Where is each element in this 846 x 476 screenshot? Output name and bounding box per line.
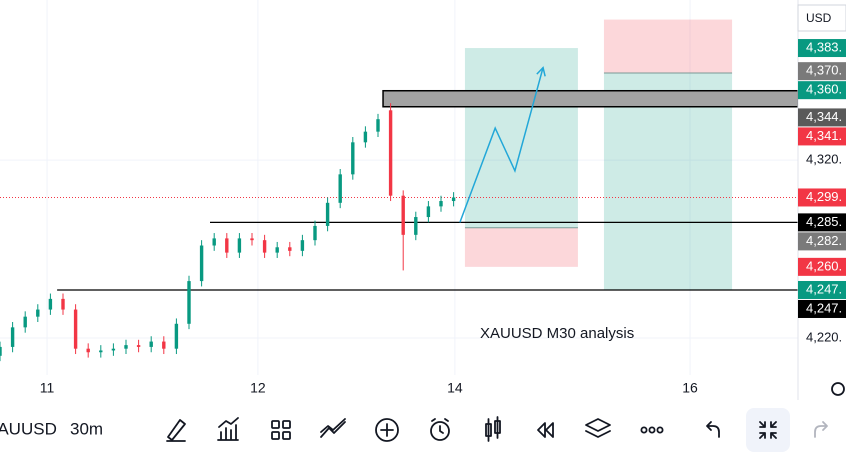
toolbar-bg	[0, 404, 846, 476]
collapse-icon[interactable]	[759, 421, 777, 439]
candle-body	[262, 240, 267, 253]
price-label-bg	[798, 127, 846, 146]
axis-labels: 4,320. 4,220. 11 12 14 16 4,383. 4,370. 4,360. 4,…	[40, 39, 846, 396]
price-label-bg	[798, 213, 846, 232]
candle-body	[250, 238, 254, 241]
candle-body	[61, 298, 65, 310]
price-label-bg	[798, 232, 846, 251]
candle-body	[162, 341, 166, 349]
y-tick-label: 4,220.	[806, 329, 842, 344]
arrow-head	[536, 66, 546, 77]
candle-body	[136, 345, 141, 347]
candle-body	[388, 110, 393, 196]
symbol[interactable]: XAUUSD	[0, 419, 57, 438]
candle-body	[363, 131, 368, 143]
annotation: XAUUSD M30 analysis	[480, 325, 634, 342]
stop-zone	[603, 19, 733, 73]
alert-icon[interactable]	[430, 418, 450, 441]
layers-icon[interactable]	[585, 418, 611, 438]
candle-body	[288, 247, 292, 251]
price-label: 4,282.	[806, 233, 842, 248]
price-label-bg	[798, 108, 846, 127]
y-tick-label: 4,320.	[806, 152, 842, 167]
candle-body	[86, 348, 90, 353]
price-label-bg	[798, 39, 846, 58]
candle-body	[73, 309, 78, 349]
price-label-bg	[798, 299, 846, 318]
candle-body	[212, 238, 216, 246]
candle-body	[338, 174, 342, 203]
price-label: 4,344.	[806, 109, 842, 124]
price-label: 4,260.	[806, 258, 842, 273]
x-tick-label: 11	[40, 380, 55, 396]
price-label: 4,370.	[806, 63, 842, 78]
price-label: 4,341.	[806, 128, 842, 143]
candle-body	[414, 217, 418, 235]
draw-icon[interactable]	[166, 419, 186, 442]
undo-icon[interactable]	[706, 421, 720, 438]
price-label-bg	[798, 62, 846, 81]
bar-style-icon[interactable]	[485, 416, 501, 442]
candle-body	[48, 298, 53, 310]
candle-body	[149, 341, 153, 347]
compare-icon[interactable]	[320, 418, 346, 438]
plot-area	[0, 0, 799, 375]
candle-body	[0, 346, 2, 356]
price-label: 4,383.	[806, 39, 842, 54]
fullscreen-button[interactable]	[746, 408, 790, 452]
candle-body	[300, 240, 305, 251]
candle-body	[225, 238, 229, 253]
price-label-bg	[798, 188, 846, 207]
templates-icon[interactable]	[271, 420, 291, 440]
candle-body	[111, 348, 116, 351]
toolbar: XAUUSD 30m	[0, 404, 846, 476]
price-label: 4,285.	[806, 214, 842, 229]
candle-body	[426, 206, 431, 218]
candle-body	[36, 309, 40, 317]
candle-body	[124, 345, 128, 349]
stop-zone	[464, 227, 578, 267]
candle-body	[275, 247, 279, 253]
candle-body	[351, 142, 355, 175]
redo-icon[interactable]	[814, 421, 828, 438]
more-icon[interactable]	[640, 426, 664, 434]
x-tick-label: 12	[250, 380, 266, 396]
candle-body	[23, 316, 27, 328]
candle-body	[99, 350, 103, 353]
candle-body	[199, 245, 204, 282]
candle-body	[401, 195, 405, 235]
x-tick-label: 16	[682, 380, 698, 396]
candle-body	[174, 323, 179, 349]
settings-icon[interactable]	[831, 382, 845, 396]
price-label-bg	[798, 81, 846, 100]
price-label: 4,247.	[806, 281, 842, 296]
candle-body	[451, 197, 456, 202]
price-label-bg	[798, 257, 846, 276]
target-zone	[464, 48, 578, 228]
replay-icon[interactable]	[537, 422, 554, 438]
x-tick-label: 14	[447, 380, 463, 396]
price-label: 4,247.	[806, 300, 842, 315]
interval[interactable]: 30m	[70, 419, 103, 438]
candle-body	[325, 202, 330, 226]
candle-body	[313, 225, 317, 241]
resistance-zone	[382, 89, 799, 108]
currency: USD	[806, 11, 832, 25]
candle-body	[187, 281, 191, 324]
candle-body	[439, 201, 443, 207]
price-label: 4,299.	[806, 189, 842, 204]
price-label-bg	[798, 280, 846, 299]
add-icon[interactable]	[375, 418, 399, 442]
candle-body	[376, 119, 380, 132]
candle-body	[10, 327, 15, 347]
candle-body	[237, 238, 242, 253]
target-zone	[603, 72, 733, 290]
projection-arrow	[459, 67, 544, 223]
price-label: 4,360.	[806, 82, 842, 97]
indicators-icon[interactable]	[217, 417, 239, 441]
currency-box	[797, 4, 846, 32]
